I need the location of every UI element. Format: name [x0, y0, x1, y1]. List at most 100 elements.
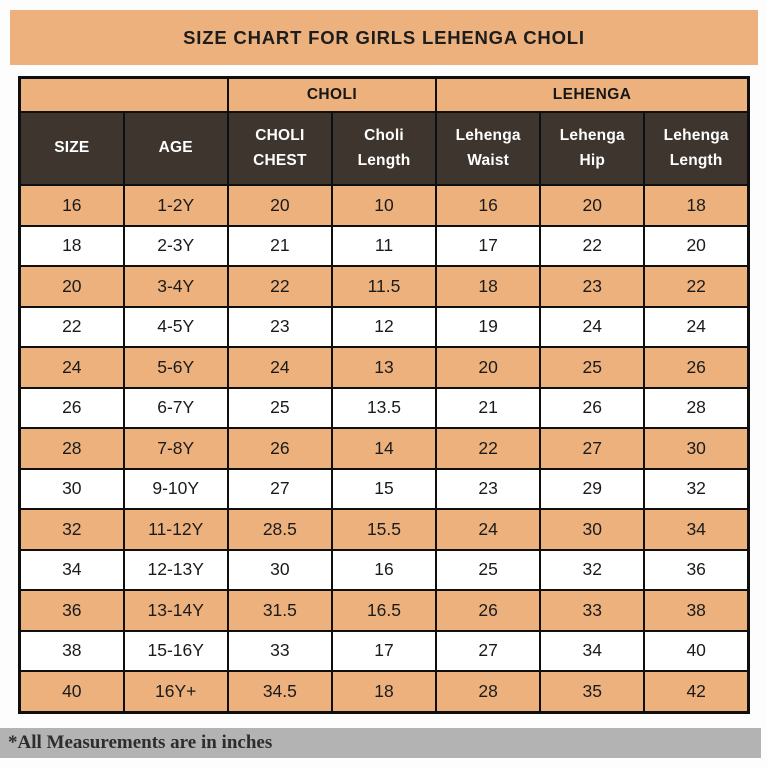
column-header-row: SIZE AGE CHOLI CHEST Choli Length Leheng… [18, 111, 750, 186]
table-cell: 3-4Y [122, 265, 229, 308]
title-banner: SIZE CHART FOR GIRLS LEHENGA CHOLI [10, 10, 758, 65]
table-row: 30 9-10Y 27 15 23 29 32 [18, 467, 750, 510]
table-cell: 6-7Y [122, 386, 229, 429]
table-cell: 12-13Y [122, 548, 229, 591]
table-cell: 34 [539, 629, 646, 672]
table-cell: 24 [226, 346, 333, 389]
table-cell: 25 [539, 346, 646, 389]
table-cell: 20 [226, 184, 333, 227]
table-cell: 35 [539, 670, 646, 713]
table-cell: 38 [643, 589, 750, 632]
table-cell: 40 [18, 670, 125, 713]
table-cell: 13 [330, 346, 438, 389]
table-cell: 23 [226, 305, 333, 348]
table-cell: 16 [435, 184, 542, 227]
table-cell: 18 [643, 184, 750, 227]
table-cell: 25 [435, 548, 542, 591]
table-cell: 33 [539, 589, 646, 632]
table-cell: 23 [539, 265, 646, 308]
table-cell: 29 [539, 467, 646, 510]
table-cell: 33 [226, 629, 333, 672]
table-row: 36 13-14Y 31.5 16.5 26 33 38 [18, 589, 750, 632]
table-row: 22 4-5Y 23 12 19 24 24 [18, 305, 750, 348]
table-cell: 13-14Y [122, 589, 229, 632]
table-cell: 25 [226, 386, 333, 429]
table-cell: 9-10Y [122, 467, 229, 510]
table-cell: 11.5 [330, 265, 438, 308]
table-cell: 32 [18, 508, 125, 551]
table-cell: 24 [643, 305, 750, 348]
table-cell: 16 [18, 184, 125, 227]
group-header-choli: CHOLI [226, 76, 438, 113]
table-cell: 28 [18, 427, 125, 470]
table-cell: 7-8Y [122, 427, 229, 470]
table-cell: 21 [435, 386, 542, 429]
table-cell: 36 [18, 589, 125, 632]
table-cell: 13.5 [330, 386, 438, 429]
table-cell: 10 [330, 184, 438, 227]
size-table-body: 16 1-2Y 20 10 16 20 18 18 2-3Y 21 11 17 22 20 20 3-4Y 22… [18, 184, 750, 713]
table-row: 18 2-3Y 21 11 17 22 20 [18, 224, 750, 267]
measurement-unit-note: *All Measurements are in inches [0, 728, 761, 758]
table-row: 38 15-16Y 33 17 27 34 40 [18, 629, 750, 672]
column-header-lehenga-length: Lehenga Length [643, 111, 750, 186]
table-cell: 16.5 [330, 589, 438, 632]
table-row: 40 16Y+ 34.5 18 28 35 42 [18, 670, 750, 713]
table-header: CHOLI LEHENGA SIZE AGE CHOLI CHEST Choli… [18, 76, 750, 186]
group-header-empty [18, 76, 229, 113]
table-cell: 20 [435, 346, 542, 389]
table-cell: 15.5 [330, 508, 438, 551]
group-header-row: CHOLI LEHENGA [18, 76, 750, 113]
table-cell: 11 [330, 224, 438, 267]
table-row: 26 6-7Y 25 13.5 21 26 28 [18, 386, 750, 429]
table-cell: 15 [330, 467, 438, 510]
column-header-size: SIZE [18, 111, 125, 186]
table-cell: 28 [643, 386, 750, 429]
column-header-choli-length: Choli Length [330, 111, 438, 186]
table-cell: 15-16Y [122, 629, 229, 672]
table-cell: 12 [330, 305, 438, 348]
table-cell: 22 [18, 305, 125, 348]
table-cell: 14 [330, 427, 438, 470]
table-cell: 34 [643, 508, 750, 551]
page-title: SIZE CHART FOR GIRLS LEHENGA CHOLI [183, 26, 585, 48]
table-cell: 16Y+ [122, 670, 229, 713]
table-cell: 18 [18, 224, 125, 267]
table-cell: 30 [539, 508, 646, 551]
table-cell: 32 [539, 548, 646, 591]
table-cell: 18 [435, 265, 542, 308]
table-cell: 20 [643, 224, 750, 267]
table-cell: 11-12Y [122, 508, 229, 551]
table-cell: 30 [643, 427, 750, 470]
table-cell: 22 [539, 224, 646, 267]
table-cell: 22 [643, 265, 750, 308]
table-cell: 38 [18, 629, 125, 672]
table-row: 24 5-6Y 24 13 20 25 26 [18, 346, 750, 389]
table-cell: 16 [330, 548, 438, 591]
table-cell: 24 [18, 346, 125, 389]
table-cell: 26 [226, 427, 333, 470]
table-cell: 30 [18, 467, 125, 510]
table-row: 32 11-12Y 28.5 15.5 24 30 34 [18, 508, 750, 551]
table-cell: 27 [435, 629, 542, 672]
table-cell: 31.5 [226, 589, 333, 632]
table-cell: 36 [643, 548, 750, 591]
table-cell: 22 [435, 427, 542, 470]
table-cell: 17 [435, 224, 542, 267]
table-cell: 27 [226, 467, 333, 510]
table-cell: 22 [226, 265, 333, 308]
table-cell: 5-6Y [122, 346, 229, 389]
table-cell: 21 [226, 224, 333, 267]
table-cell: 4-5Y [122, 305, 229, 348]
table-cell: 42 [643, 670, 750, 713]
size-chart-table: CHOLI LEHENGA SIZE AGE CHOLI CHEST Choli… [18, 76, 750, 714]
table-cell: 20 [539, 184, 646, 227]
table-cell: 40 [643, 629, 750, 672]
table-cell: 27 [539, 427, 646, 470]
table-cell: 19 [435, 305, 542, 348]
table-cell: 34.5 [226, 670, 333, 713]
table-cell: 26 [643, 346, 750, 389]
table-cell: 23 [435, 467, 542, 510]
table-cell: 26 [18, 386, 125, 429]
